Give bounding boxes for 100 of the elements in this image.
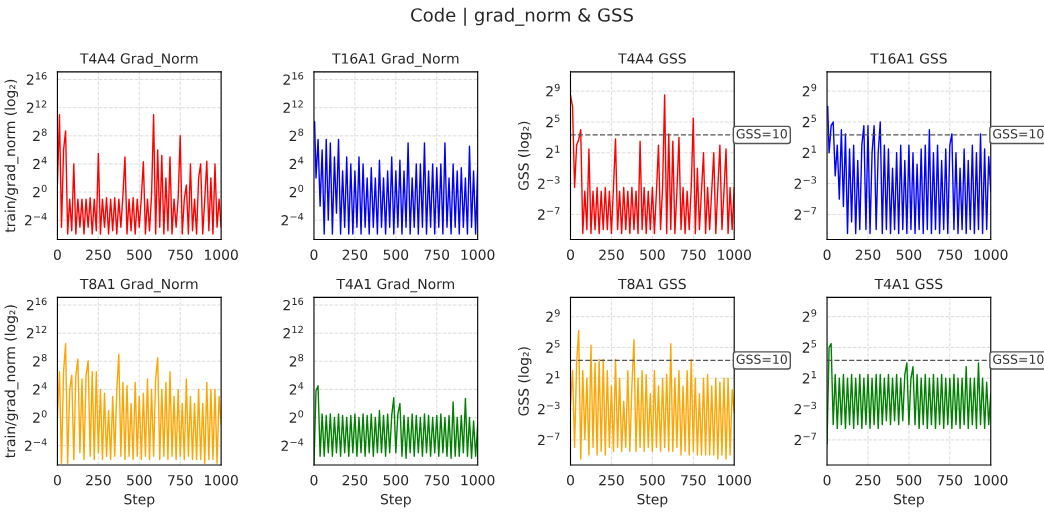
y-tick-label: 2$^{0}$ xyxy=(33,410,47,423)
x-tick-label: 0 xyxy=(310,474,318,486)
y-tick-label: 2$^{−4}$ xyxy=(281,438,304,451)
x-tick-label: 500 xyxy=(896,474,922,486)
x-tick-label: 0 xyxy=(823,474,831,486)
x-tick-label: 1000 xyxy=(204,474,238,486)
x-tick-label: 1000 xyxy=(974,474,1008,486)
x-tick-label: 250 xyxy=(86,474,111,486)
y-tick-label: 2$^{5}$ xyxy=(802,114,817,128)
y-axis-title: GSS (log₂) xyxy=(518,121,532,191)
x-axis-title: Step xyxy=(380,493,411,508)
y-tick-label: 2$^{−3}$ xyxy=(794,401,817,415)
chart-title: T4A4 GSS xyxy=(618,53,686,64)
chart-title: T8A1 GSS xyxy=(618,278,686,290)
x-tick-label: 500 xyxy=(127,249,152,260)
y-tick-label: 2$^{−7}$ xyxy=(794,207,817,220)
x-tick-label: 1000 xyxy=(461,249,495,260)
y-axis-title: GSS (log₂) xyxy=(518,347,532,416)
x-tick-label: 0 xyxy=(823,249,831,260)
x-tick-label: 0 xyxy=(53,249,61,260)
y-tick-label: 2$^{12}$ xyxy=(283,325,303,339)
y-tick-label: 2$^{9}$ xyxy=(802,83,817,97)
y-tick-label: 2$^{12}$ xyxy=(26,325,47,339)
x-tick-label: 250 xyxy=(86,249,111,260)
y-tick-label: 2$^{1}$ xyxy=(802,145,817,158)
x-tick-label: 750 xyxy=(424,249,450,260)
text: Code | grad_norm & GSS xyxy=(411,7,633,26)
y-tick-label: 2$^{5}$ xyxy=(546,340,560,353)
y-tick-label: 2$^{8}$ xyxy=(289,353,304,367)
y-tick-label: 2$^{−4}$ xyxy=(24,438,47,451)
x-tick-label: 750 xyxy=(937,474,963,486)
y-tick-label: 2$^{4}$ xyxy=(33,156,47,170)
x-tick-label: 750 xyxy=(681,249,706,260)
x-tick-label: 1000 xyxy=(718,249,751,260)
y-tick-label: 2$^{9}$ xyxy=(802,309,817,322)
y-tick-label: 2$^{9}$ xyxy=(546,309,560,322)
y-tick-label: 2$^{16}$ xyxy=(283,72,304,85)
y-tick-label: 2$^{16}$ xyxy=(283,297,304,311)
chart-title: T4A1 GSS xyxy=(874,278,943,290)
y-tick-label: 2$^{16}$ xyxy=(26,72,47,85)
line-series xyxy=(57,114,222,235)
y-tick-label: 2$^{5}$ xyxy=(802,340,817,353)
chart-title: T16A1 Grad_Norm xyxy=(332,52,459,67)
x-tick-label: 0 xyxy=(567,249,574,260)
y-tick-label: 2$^{0}$ xyxy=(289,410,304,423)
x-axis-title: Step xyxy=(894,493,924,508)
ref-line-label: GSS=10 xyxy=(736,129,787,139)
x-tick-label: 250 xyxy=(342,249,368,260)
chart-title: T4A4 Grad_Norm xyxy=(79,52,198,67)
x-tick-label: 0 xyxy=(310,249,318,260)
y-tick-label: 2$^{9}$ xyxy=(546,83,560,97)
y-tick-label: 2$^{4}$ xyxy=(289,156,304,170)
x-tick-label: 500 xyxy=(383,474,409,486)
x-tick-label: 250 xyxy=(855,474,881,486)
x-tick-label: 0 xyxy=(567,474,574,486)
x-tick-label: 500 xyxy=(127,474,152,486)
x-axis-title: Step xyxy=(637,493,668,508)
x-tick-label: 500 xyxy=(640,474,665,486)
x-tick-label: 1000 xyxy=(461,474,495,486)
y-tick-label: 2$^{1}$ xyxy=(802,371,817,384)
line-series xyxy=(570,329,735,460)
x-tick-label: 500 xyxy=(383,249,409,260)
y-tick-label: 2$^{1}$ xyxy=(546,145,560,158)
ref-line-label: GSS=10 xyxy=(736,354,787,365)
y-tick-label: 2$^{16}$ xyxy=(26,297,47,311)
x-tick-label: 750 xyxy=(168,249,193,260)
x-tick-label: 250 xyxy=(855,249,881,260)
y-tick-label: 2$^{12}$ xyxy=(283,100,303,113)
y-tick-label: 2$^{0}$ xyxy=(33,184,47,198)
y-tick-label: 2$^{−7}$ xyxy=(538,207,560,220)
chart-title: T16A1 GSS xyxy=(870,53,947,64)
x-tick-label: 0 xyxy=(53,474,61,486)
ref-line-label: GSS=10 xyxy=(993,354,1044,365)
x-tick-label: 1000 xyxy=(204,249,238,260)
y-axis-title: train/grad_norm (log₂) xyxy=(4,305,19,458)
y-tick-label: 2$^{4}$ xyxy=(289,382,304,395)
ref-line-label: GSS=10 xyxy=(993,129,1044,139)
y-tick-label: 2$^{8}$ xyxy=(33,353,47,367)
x-tick-label: 500 xyxy=(896,249,922,260)
y-tick-label: 2$^{8}$ xyxy=(289,128,304,141)
y-tick-label: 2$^{1}$ xyxy=(546,371,560,384)
x-tick-label: 750 xyxy=(937,249,963,260)
x-tick-label: 250 xyxy=(599,474,624,486)
chart-title: T8A1 Grad_Norm xyxy=(79,278,198,293)
x-tick-label: 1000 xyxy=(718,474,751,486)
y-tick-label: 2$^{−3}$ xyxy=(538,176,560,189)
y-tick-label: 2$^{−4}$ xyxy=(24,212,47,226)
y-tick-label: 2$^{12}$ xyxy=(26,100,47,113)
chart-title: T4A1 Grad_Norm xyxy=(336,278,454,293)
x-tick-label: 1000 xyxy=(974,249,1008,260)
y-tick-label: 2$^{−7}$ xyxy=(794,432,817,446)
x-tick-label: 250 xyxy=(342,474,368,486)
y-tick-label: 2$^{−7}$ xyxy=(538,432,560,446)
y-tick-label: 2$^{−3}$ xyxy=(538,401,560,415)
y-tick-label: 2$^{4}$ xyxy=(33,382,47,395)
x-axis-title: Step xyxy=(124,493,155,508)
y-tick-label: 2$^{−4}$ xyxy=(281,212,304,226)
x-tick-label: 750 xyxy=(424,474,450,486)
x-tick-label: 250 xyxy=(599,249,624,260)
y-tick-label: 2$^{8}$ xyxy=(33,128,47,141)
